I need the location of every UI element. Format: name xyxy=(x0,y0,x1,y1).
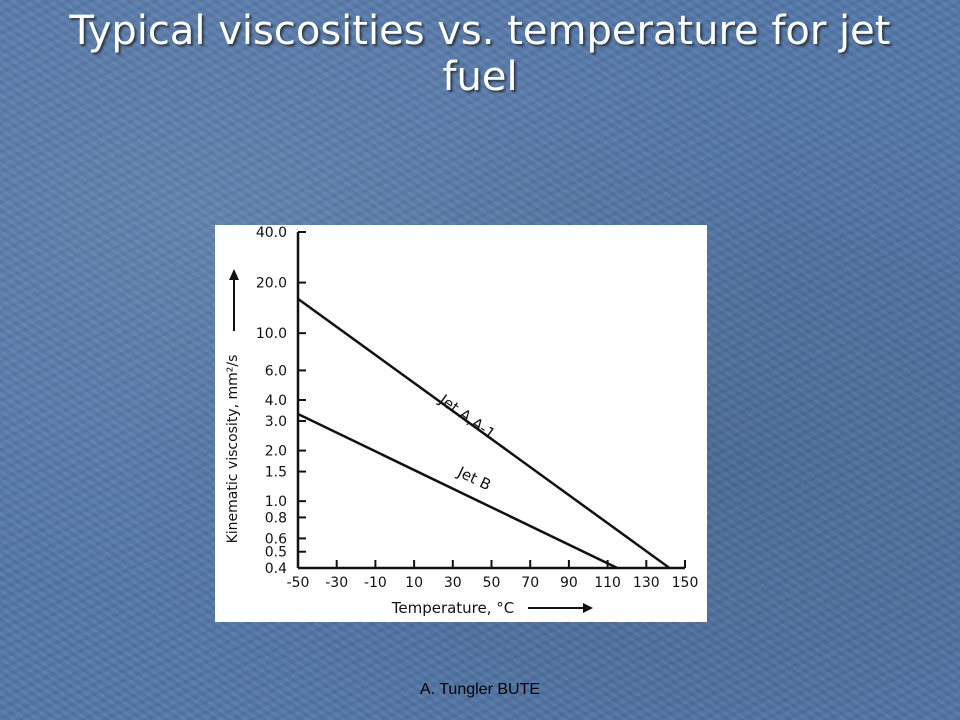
x-tick-label: -50 xyxy=(287,575,310,591)
y-axis-label: Kinematic viscosity, mm²/s xyxy=(225,355,241,544)
y-tick-label: 1.5 xyxy=(265,465,287,481)
viscosity-chart: 40.0 20.0 10.0 6.0 4.0 3.0 2.0 1.5 1.00.8 0.60.50… xyxy=(225,225,699,617)
series-line-1 xyxy=(297,297,671,570)
x-tick-label: -10 xyxy=(364,575,387,591)
x-tick-label: 70 xyxy=(521,575,539,591)
y-tick-label: 4.0 xyxy=(265,393,287,409)
x-tick-label: 130 xyxy=(633,575,660,591)
footer-credit: A. Tungler BUTE xyxy=(419,681,541,698)
y-axis-arrowhead xyxy=(229,269,239,280)
x-tick-label: 50 xyxy=(483,575,501,591)
series-line-2 xyxy=(297,412,618,570)
x-tick-label: 90 xyxy=(560,575,578,591)
y-tick-label: 0.4 xyxy=(265,561,287,577)
y-tick-label: 0.6 xyxy=(265,531,287,547)
y-tick-label: 20.0 xyxy=(256,276,287,292)
x-axis-arrowhead xyxy=(583,603,593,613)
series-label-2: Jet B xyxy=(454,463,494,495)
series-label-1: Jet A,A-1 xyxy=(435,390,498,443)
slide-title: Typical viscosities vs. temperature for … xyxy=(69,8,891,100)
x-tick-label: -30 xyxy=(325,575,348,591)
x-tick-label: 30 xyxy=(444,575,462,591)
x-axis-label: Temperature, °C xyxy=(391,599,515,617)
y-tick-label: 10.0 xyxy=(256,326,287,342)
y-tick-label: 0.5 xyxy=(265,545,287,561)
y-tick-label: 0.8 xyxy=(265,510,287,526)
y-tick-label: 3.0 xyxy=(265,414,287,430)
chart-figure: 40.0 20.0 10.0 6.0 4.0 3.0 2.0 1.5 1.0 0.8 0.6 0.5 0… xyxy=(215,225,707,622)
x-tick-label: 150 xyxy=(672,575,699,591)
x-tick-label: 110 xyxy=(594,575,621,591)
y-tick-label: 6.0 xyxy=(265,363,287,379)
y-tick-label: 1.0 xyxy=(265,494,287,510)
x-tick-label: 10 xyxy=(405,575,423,591)
y-tick-label: 2.0 xyxy=(265,444,287,460)
y-tick-label: 40.0 xyxy=(256,225,287,241)
